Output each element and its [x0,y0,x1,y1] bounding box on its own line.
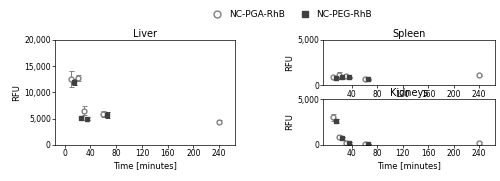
X-axis label: Time [minutes]: Time [minutes] [377,161,441,170]
Title: Spleen: Spleen [392,29,426,39]
Y-axis label: RFU: RFU [286,54,294,71]
Title: Kidneys: Kidneys [390,88,428,98]
Legend: NC-PGA-RhB, NC-PEG-RhB: NC-PGA-RhB, NC-PEG-RhB [204,6,376,23]
Y-axis label: RFU: RFU [12,84,22,101]
Y-axis label: RFU: RFU [286,113,294,131]
Title: Liver: Liver [133,29,157,39]
X-axis label: Time [minutes]: Time [minutes] [113,161,177,170]
